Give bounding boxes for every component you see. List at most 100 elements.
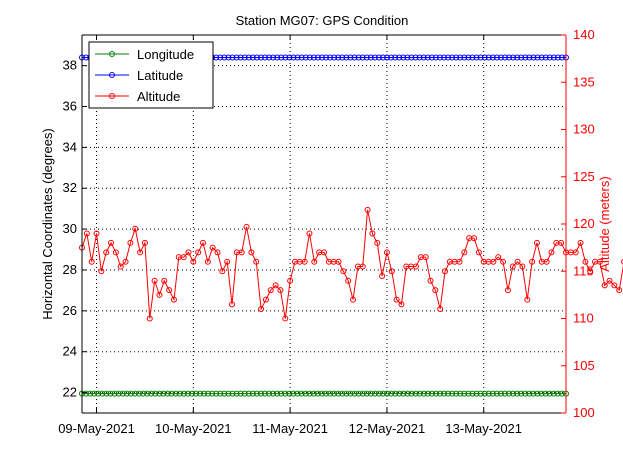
x-tick-label: 13-May-2021 [445,421,522,436]
longitude-point [530,390,537,397]
latitude-point [477,54,484,61]
latitude-point [510,54,517,61]
right-axis-ticks: 100 105 110 115 120 125 130 135 140 [561,27,595,420]
altitude-point [141,239,148,246]
altitude-point [229,301,236,308]
longitude-point [550,390,557,397]
longitude-point [294,390,301,397]
altitude-point [238,249,245,256]
altitude-point [108,239,115,246]
latitude-point [375,54,382,61]
legend-latitude-label: Latitude [137,68,183,83]
longitude-point [371,390,378,397]
latitude-point [217,54,224,61]
longitude-point [278,390,285,397]
latitude-point [294,54,301,61]
longitude-point [127,390,134,397]
altitude-point [350,296,357,303]
y-tick-label: 32 [63,180,77,195]
longitude-point [554,390,561,397]
y2-tick-label: 125 [573,169,595,184]
longitude-point [375,390,382,397]
altitude-point [359,263,366,270]
latitude-point [274,54,281,61]
longitude-point [144,390,151,397]
altitude-point [577,239,584,246]
longitude-point [359,390,366,397]
altitude-point [548,249,555,256]
altitude-point [122,258,129,265]
x-axis-ticks: 09-May-2021 10-May-2021 11-May-2021 12-May-… [58,35,522,436]
longitude-point [420,390,427,397]
legend-altitude-label: Altitude [137,89,180,104]
latitude-point [445,54,452,61]
latitude-point [262,54,269,61]
legend-longitude-marker [109,51,115,57]
longitude-point [412,390,419,397]
latitude-point [310,54,317,61]
longitude-point [282,390,289,397]
altitude-point [170,296,177,303]
altitude-point [272,282,279,289]
altitude-point [529,258,536,265]
longitude-point [339,390,346,397]
latitude-point [412,54,419,61]
latitude-point [481,54,488,61]
longitude-point [473,390,480,397]
legend-latitude-marker [109,72,115,78]
latitude-point [457,54,464,61]
altitude-point [340,268,347,275]
longitude-point [249,390,256,397]
x-tick-label: 10-May-2021 [155,421,232,436]
latitude-point [331,54,338,61]
x-tick-label: 11-May-2021 [252,421,328,436]
longitude-point [180,390,187,397]
longitude-point [270,390,277,397]
altitude-point [393,296,400,303]
longitude-point [274,390,281,397]
longitude-point [290,390,297,397]
longitude-point [184,390,191,397]
latitude-point [542,54,549,61]
altitude-point [253,258,260,265]
latitude-point [428,54,435,61]
longitude-point [225,390,232,397]
longitude-point [445,390,452,397]
longitude-point [237,390,244,397]
longitude-point [388,390,395,397]
x-tick-label: 12-May-2021 [349,421,426,436]
longitude-point [323,390,330,397]
latitude-point [538,54,545,61]
latitude-point [408,54,415,61]
altitude-point [345,277,352,284]
altitude-point [490,258,497,265]
left-axis-ticks: 22 24 26 28 30 32 34 36 38 [63,58,87,400]
latitude-point [424,54,431,61]
altitude-point [374,239,381,246]
longitude-point [351,390,358,397]
latitude-point [249,54,256,61]
latitude-point [286,54,293,61]
altitude-point [398,301,405,308]
longitude-point [392,390,399,397]
altitude-point [432,287,439,294]
altitude-point [301,258,308,265]
longitude-point [217,390,224,397]
altitude-point [209,244,216,251]
y-tick-label: 30 [63,221,77,236]
latitude-point [306,54,313,61]
latitude-point [404,54,411,61]
longitude-point [396,390,403,397]
altitude-point [161,277,168,284]
longitude-point [103,390,110,397]
latitude-point [436,54,443,61]
altitude-point [364,206,371,213]
latitude-point [371,54,378,61]
latitude-point [514,54,521,61]
longitude-point [156,390,163,397]
altitude-point [127,239,134,246]
altitude-point [287,277,294,284]
latitude-point [221,54,228,61]
longitude-point [432,390,439,397]
longitude-point [286,390,293,397]
